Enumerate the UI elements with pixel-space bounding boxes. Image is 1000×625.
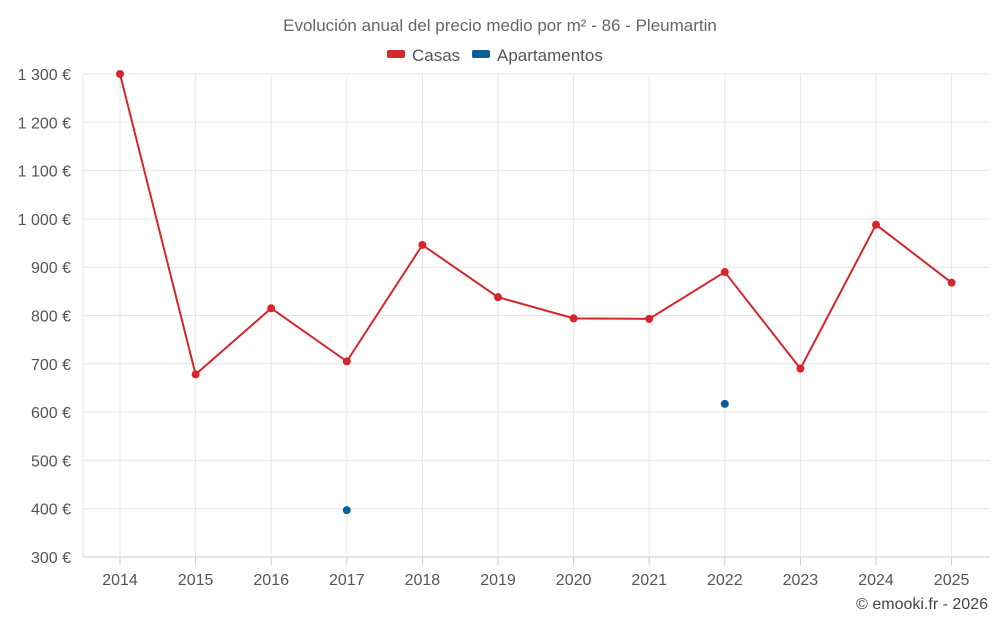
legend-swatch-apartamentos xyxy=(472,50,490,58)
y-tick-label: 300 € xyxy=(31,550,71,567)
data-point-casas[interactable] xyxy=(116,70,124,78)
data-point-casas[interactable] xyxy=(418,240,427,249)
x-tick-label: 2023 xyxy=(783,572,819,589)
data-point-apartamentos[interactable] xyxy=(720,399,729,408)
x-tick-label: 2015 xyxy=(178,572,214,589)
x-tick-label: 2019 xyxy=(480,572,516,589)
x-tick-label: 2014 xyxy=(102,572,138,589)
credit-text: © emooki.fr - 2026 xyxy=(856,596,988,613)
legend-label-casas: Casas xyxy=(412,46,460,65)
x-tick-label: 2025 xyxy=(934,572,970,589)
y-axis-ticks: 300 € 400 € 500 € 600 € 700 € 800 € 900 € 1 000… xyxy=(18,67,71,567)
data-point-casas[interactable] xyxy=(342,357,351,366)
y-tick-label: 1 200 € xyxy=(18,115,71,132)
data-point-casas[interactable] xyxy=(947,278,956,287)
x-axis-ticks: 2014 2015 2016 2017 2018 2019 2020 2021 2022 2023… xyxy=(102,572,969,589)
y-tick-label: 400 € xyxy=(31,502,71,519)
series xyxy=(116,70,956,515)
legend-swatch-casas xyxy=(387,50,405,58)
y-tick-label: 800 € xyxy=(31,309,71,326)
y-tick-label: 600 € xyxy=(31,405,71,422)
y-tick-label: 1 300 € xyxy=(18,67,71,84)
x-tick-label: 2016 xyxy=(253,572,289,589)
x-tick-label: 2024 xyxy=(858,572,894,589)
data-point-casas[interactable] xyxy=(494,293,502,302)
y-tick-label: 1 000 € xyxy=(18,212,71,229)
chart-title: Evolución anual del precio medio por m² … xyxy=(283,16,717,35)
x-tick-label: 2022 xyxy=(707,572,743,589)
data-point-apartamentos[interactable] xyxy=(342,506,351,515)
legend: Casas Apartamentos xyxy=(387,46,603,65)
x-tick-label: 2021 xyxy=(631,572,667,589)
series-line-casas xyxy=(119,73,953,377)
y-tick-label: 700 € xyxy=(31,357,71,374)
legend-label-apartamentos: Apartamentos xyxy=(497,46,603,65)
x-tick-label: 2017 xyxy=(329,572,365,589)
data-point-casas[interactable] xyxy=(796,364,805,373)
x-tick-label: 2020 xyxy=(556,572,592,589)
legend-item-casas[interactable]: Casas xyxy=(387,46,460,65)
grid xyxy=(82,73,990,565)
data-point-casas[interactable] xyxy=(569,314,578,323)
data-point-casas[interactable] xyxy=(191,370,200,379)
y-tick-label: 1 100 € xyxy=(18,164,71,181)
y-tick-label: 900 € xyxy=(31,260,71,277)
data-point-casas[interactable] xyxy=(645,314,654,323)
data-point-casas[interactable] xyxy=(267,304,276,313)
x-tick-label: 2018 xyxy=(405,572,441,589)
series-casas xyxy=(116,70,956,379)
data-point-casas[interactable] xyxy=(720,268,729,277)
legend-item-apartamentos[interactable]: Apartamentos xyxy=(472,46,603,65)
y-tick-label: 500 € xyxy=(31,453,71,470)
data-point-casas[interactable] xyxy=(872,220,880,229)
series-apartamentos xyxy=(342,399,729,515)
